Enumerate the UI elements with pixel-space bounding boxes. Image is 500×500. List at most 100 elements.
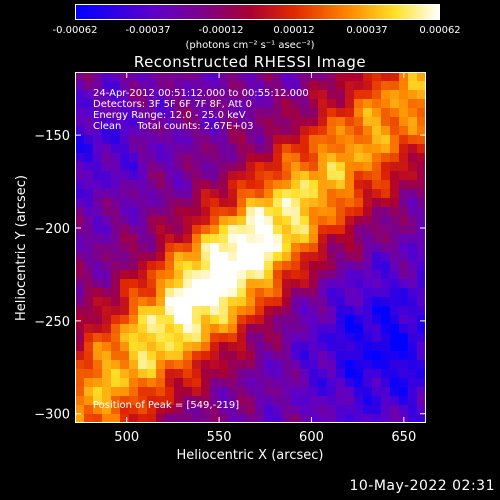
heatmap-cell: [264, 342, 274, 352]
heatmap-cell: [93, 81, 103, 91]
heatmap-cell: [111, 351, 121, 361]
heatmap-cell: [399, 234, 409, 244]
heatmap-cell: [192, 234, 202, 244]
heatmap-cell: [219, 405, 229, 415]
heatmap-cell: [93, 360, 103, 370]
heatmap-cell: [264, 171, 274, 181]
heatmap-cell: [93, 207, 103, 217]
heatmap-cell: [363, 378, 373, 388]
heatmap-cell: [138, 144, 148, 154]
heatmap-cell: [147, 117, 157, 127]
heatmap-cell: [192, 288, 202, 298]
heatmap-cell: [363, 324, 373, 334]
heatmap-cell: [147, 396, 157, 406]
heatmap-cell: [174, 234, 184, 244]
heatmap-cell: [354, 369, 364, 379]
heatmap-cell: [417, 153, 426, 163]
heatmap-cell: [129, 414, 139, 423]
heatmap-cell: [219, 117, 229, 127]
heatmap-cell: [345, 279, 355, 289]
heatmap-cell: [201, 153, 211, 163]
heatmap-cell: [345, 405, 355, 415]
heatmap-cell: [291, 378, 301, 388]
heatmap-cell: [264, 144, 274, 154]
heatmap-cell: [75, 153, 85, 163]
heatmap-cell: [291, 207, 301, 217]
heatmap-cell: [354, 279, 364, 289]
heatmap-cell: [345, 270, 355, 280]
heatmap-cell: [129, 387, 139, 397]
heatmap-cell: [282, 144, 292, 154]
heatmap-cell: [246, 387, 256, 397]
heatmap-cell: [228, 288, 238, 298]
heatmap-cell: [417, 189, 426, 199]
heatmap-cell: [138, 297, 148, 307]
heatmap-cell: [318, 351, 328, 361]
heatmap-cell: [264, 396, 274, 406]
heatmap-cell: [255, 315, 265, 325]
heatmap-cell: [228, 315, 238, 325]
heatmap-cell: [192, 396, 202, 406]
heatmap-cell: [237, 324, 247, 334]
heatmap-cell: [282, 234, 292, 244]
heatmap-cell: [264, 90, 274, 100]
heatmap-cell: [318, 288, 328, 298]
heatmap-cell: [273, 171, 283, 181]
heatmap-cell: [264, 189, 274, 199]
heatmap-cell: [327, 225, 337, 235]
heatmap-cell: [219, 216, 229, 226]
heatmap-cell: [390, 207, 400, 217]
heatmap-cell: [318, 333, 328, 343]
heatmap-cell: [381, 153, 391, 163]
heatmap-cell: [183, 333, 193, 343]
heatmap-cell: [381, 315, 391, 325]
heatmap-cell: [219, 342, 229, 352]
heatmap-cell: [102, 288, 112, 298]
heatmap-cell: [255, 216, 265, 226]
heatmap-cell: [291, 117, 301, 127]
heatmap-cell: [93, 135, 103, 145]
colorbar-tick-label: -0.00012: [198, 25, 244, 36]
heatmap-cell: [147, 90, 157, 100]
heatmap-cell: [381, 216, 391, 226]
heatmap-cell: [201, 261, 211, 271]
heatmap-cell: [120, 207, 130, 217]
heatmap-cell: [390, 225, 400, 235]
heatmap-cell: [345, 126, 355, 136]
heatmap-cell: [156, 288, 166, 298]
heatmap-cell: [381, 72, 391, 82]
heatmap-cell: [237, 72, 247, 82]
heatmap-cell: [129, 144, 139, 154]
heatmap-cell: [399, 315, 409, 325]
heatmap-cell: [228, 252, 238, 262]
heatmap-cell: [273, 324, 283, 334]
colorbar-tick-label: -0.00062: [52, 25, 98, 36]
heatmap-cell: [300, 378, 310, 388]
heatmap-cell: [408, 243, 418, 253]
heatmap-cell: [183, 207, 193, 217]
heatmap-cell: [345, 225, 355, 235]
heatmap-cell: [156, 315, 166, 325]
heatmap-cell: [237, 261, 247, 271]
heatmap-cell: [246, 216, 256, 226]
heatmap-cell: [264, 225, 274, 235]
heatmap-cell: [192, 297, 202, 307]
heatmap-cell: [246, 234, 256, 244]
heatmap-cell: [363, 342, 373, 352]
heatmap-cell: [354, 333, 364, 343]
heatmap-cell: [201, 225, 211, 235]
heatmap-cell: [237, 279, 247, 289]
heatmap-cell: [381, 135, 391, 145]
heatmap-cell: [228, 414, 238, 423]
heatmap-cell: [228, 216, 238, 226]
heatmap-cell: [408, 180, 418, 190]
heatmap-cell: [165, 126, 175, 136]
heatmap-cell: [327, 261, 337, 271]
heatmap-cell: [255, 387, 265, 397]
heatmap-cell: [102, 396, 112, 406]
heatmap-cell: [120, 369, 130, 379]
heatmap-cell: [174, 81, 184, 91]
heatmap-cell: [327, 153, 337, 163]
heatmap-cell: [318, 108, 328, 118]
heatmap-cell: [165, 180, 175, 190]
